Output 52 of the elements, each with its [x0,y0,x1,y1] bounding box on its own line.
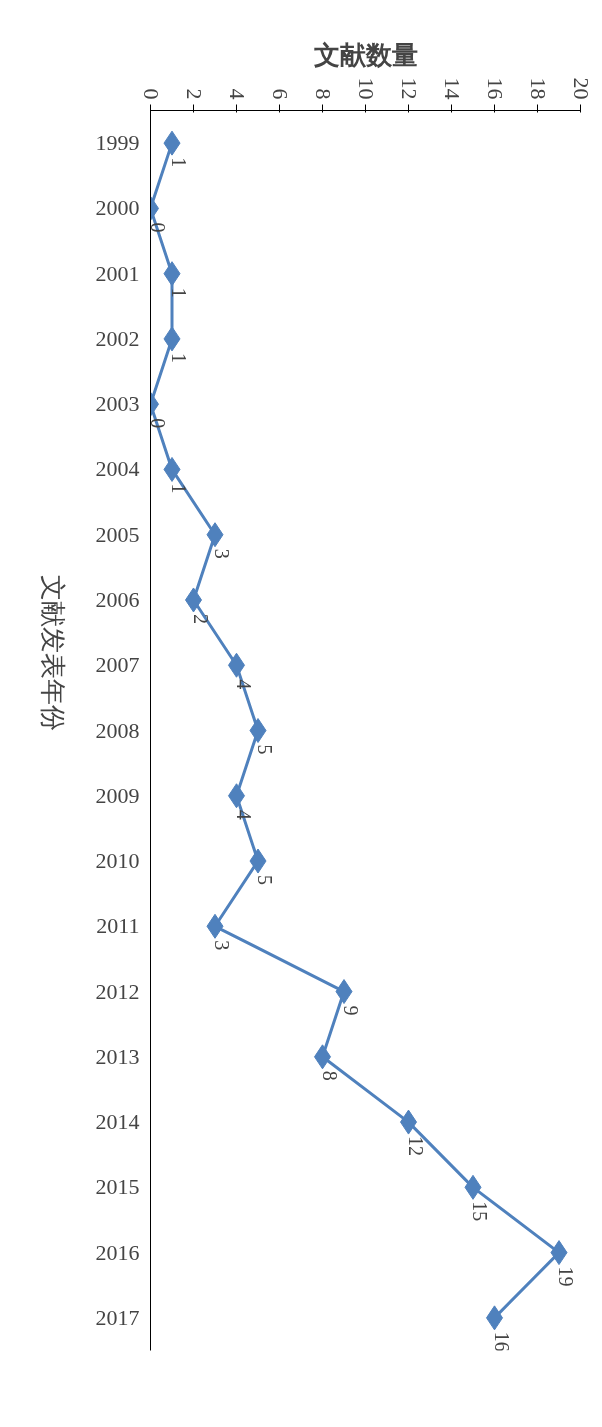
y-tick-label: 1999 [95,130,140,156]
x-tick-label: 4 [224,88,250,100]
y-tick-label: 2001 [95,260,140,286]
data-label: 1 [168,483,190,494]
y-tick-label: 2005 [95,521,140,547]
x-tick-label: 14 [439,77,465,100]
x-tick-label: 10 [353,77,379,100]
y-tick-label: 2010 [95,848,140,874]
point [249,718,267,743]
x-tick-label: 6 [267,88,293,100]
data-label: 1 [168,157,190,168]
data-label: 19 [555,1266,577,1287]
y-tick-label: 2000 [95,195,140,221]
y-tick-label: 2003 [95,391,140,417]
x-tick-label: 18 [525,77,551,100]
x-tick-label: 8 [310,88,336,100]
data-label: 5 [254,875,276,886]
x-tick-label: 16 [482,77,508,100]
data-label: 0 [146,222,169,233]
y-tick-label: 2008 [95,717,140,743]
data-label: 3 [211,940,233,951]
y-tick-label: 2014 [95,1109,140,1135]
x-tick-label: 20 [568,77,594,100]
x-tick-label: 0 [138,88,164,100]
x-tick-label: 12 [396,77,422,100]
y-tick-label: 2013 [95,1043,140,1069]
data-label: 1 [168,352,190,363]
y-tick-label: 2009 [95,782,140,808]
data-label: 16 [490,1331,513,1352]
data-label: 8 [318,1070,341,1081]
x-axis-title: 文献数量 [313,40,418,70]
data-label: 0 [146,418,169,429]
y-tick-label: 2016 [95,1239,140,1265]
y-tick-label: 2011 [96,913,140,939]
y-tick-label: 2002 [95,325,140,351]
y-tick-label: 2012 [95,978,140,1004]
y-tick-label: 2004 [95,456,140,482]
data-label: 5 [254,744,276,755]
data-label: 4 [232,679,255,690]
y-axis-title: 文献发表年份 [38,574,67,731]
data-label: 3 [211,548,233,559]
data-label: 12 [404,1136,427,1157]
y-tick-label: 2015 [95,1174,140,1200]
data-label: 15 [469,1201,491,1222]
data-label: 2 [189,613,212,624]
data-label: 1 [168,287,190,298]
y-tick-label: 2006 [95,586,140,612]
data-label: 4 [232,809,255,820]
data-label: 9 [340,1005,362,1016]
y-tick-label: 2017 [95,1304,140,1330]
y-tick-label: 2007 [95,652,140,678]
x-tick-label: 2 [181,88,207,100]
